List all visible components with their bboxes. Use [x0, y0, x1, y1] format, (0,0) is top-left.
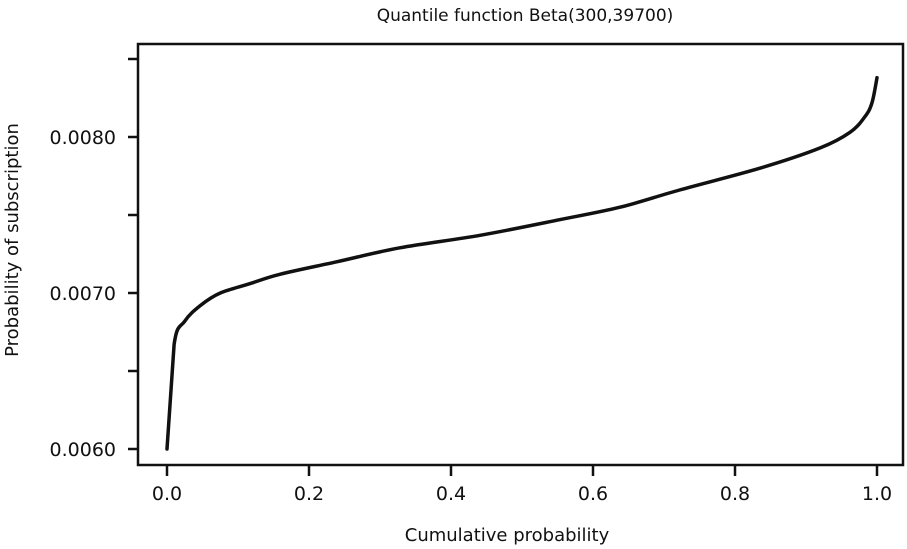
x-axis: 0.0 0.2 0.4 0.6 0.8 1.0 — [152, 465, 892, 505]
x-tick-label: 1.0 — [862, 483, 892, 505]
x-tick-label: 0.8 — [720, 483, 750, 505]
quantile-curve — [165, 75, 879, 451]
x-tick-label: 0.6 — [578, 483, 608, 505]
plot-frame — [136, 42, 905, 467]
x-tick-label: 0.4 — [436, 483, 466, 505]
x-tick-label: 0.2 — [294, 483, 324, 505]
y-axis-label: Probability of subscription — [2, 123, 23, 357]
chart-title: Quantile function Beta(300,39700) — [377, 6, 674, 26]
x-axis-label: Cumulative probability — [405, 525, 610, 546]
y-axis: 0.0060 0.0070 0.0080 — [50, 57, 138, 461]
y-tick-label: 0.0060 — [50, 439, 116, 461]
y-tick-label: 0.0080 — [50, 127, 116, 149]
y-tick-label: 0.0070 — [50, 283, 116, 305]
x-tick-label: 0.0 — [152, 483, 182, 505]
